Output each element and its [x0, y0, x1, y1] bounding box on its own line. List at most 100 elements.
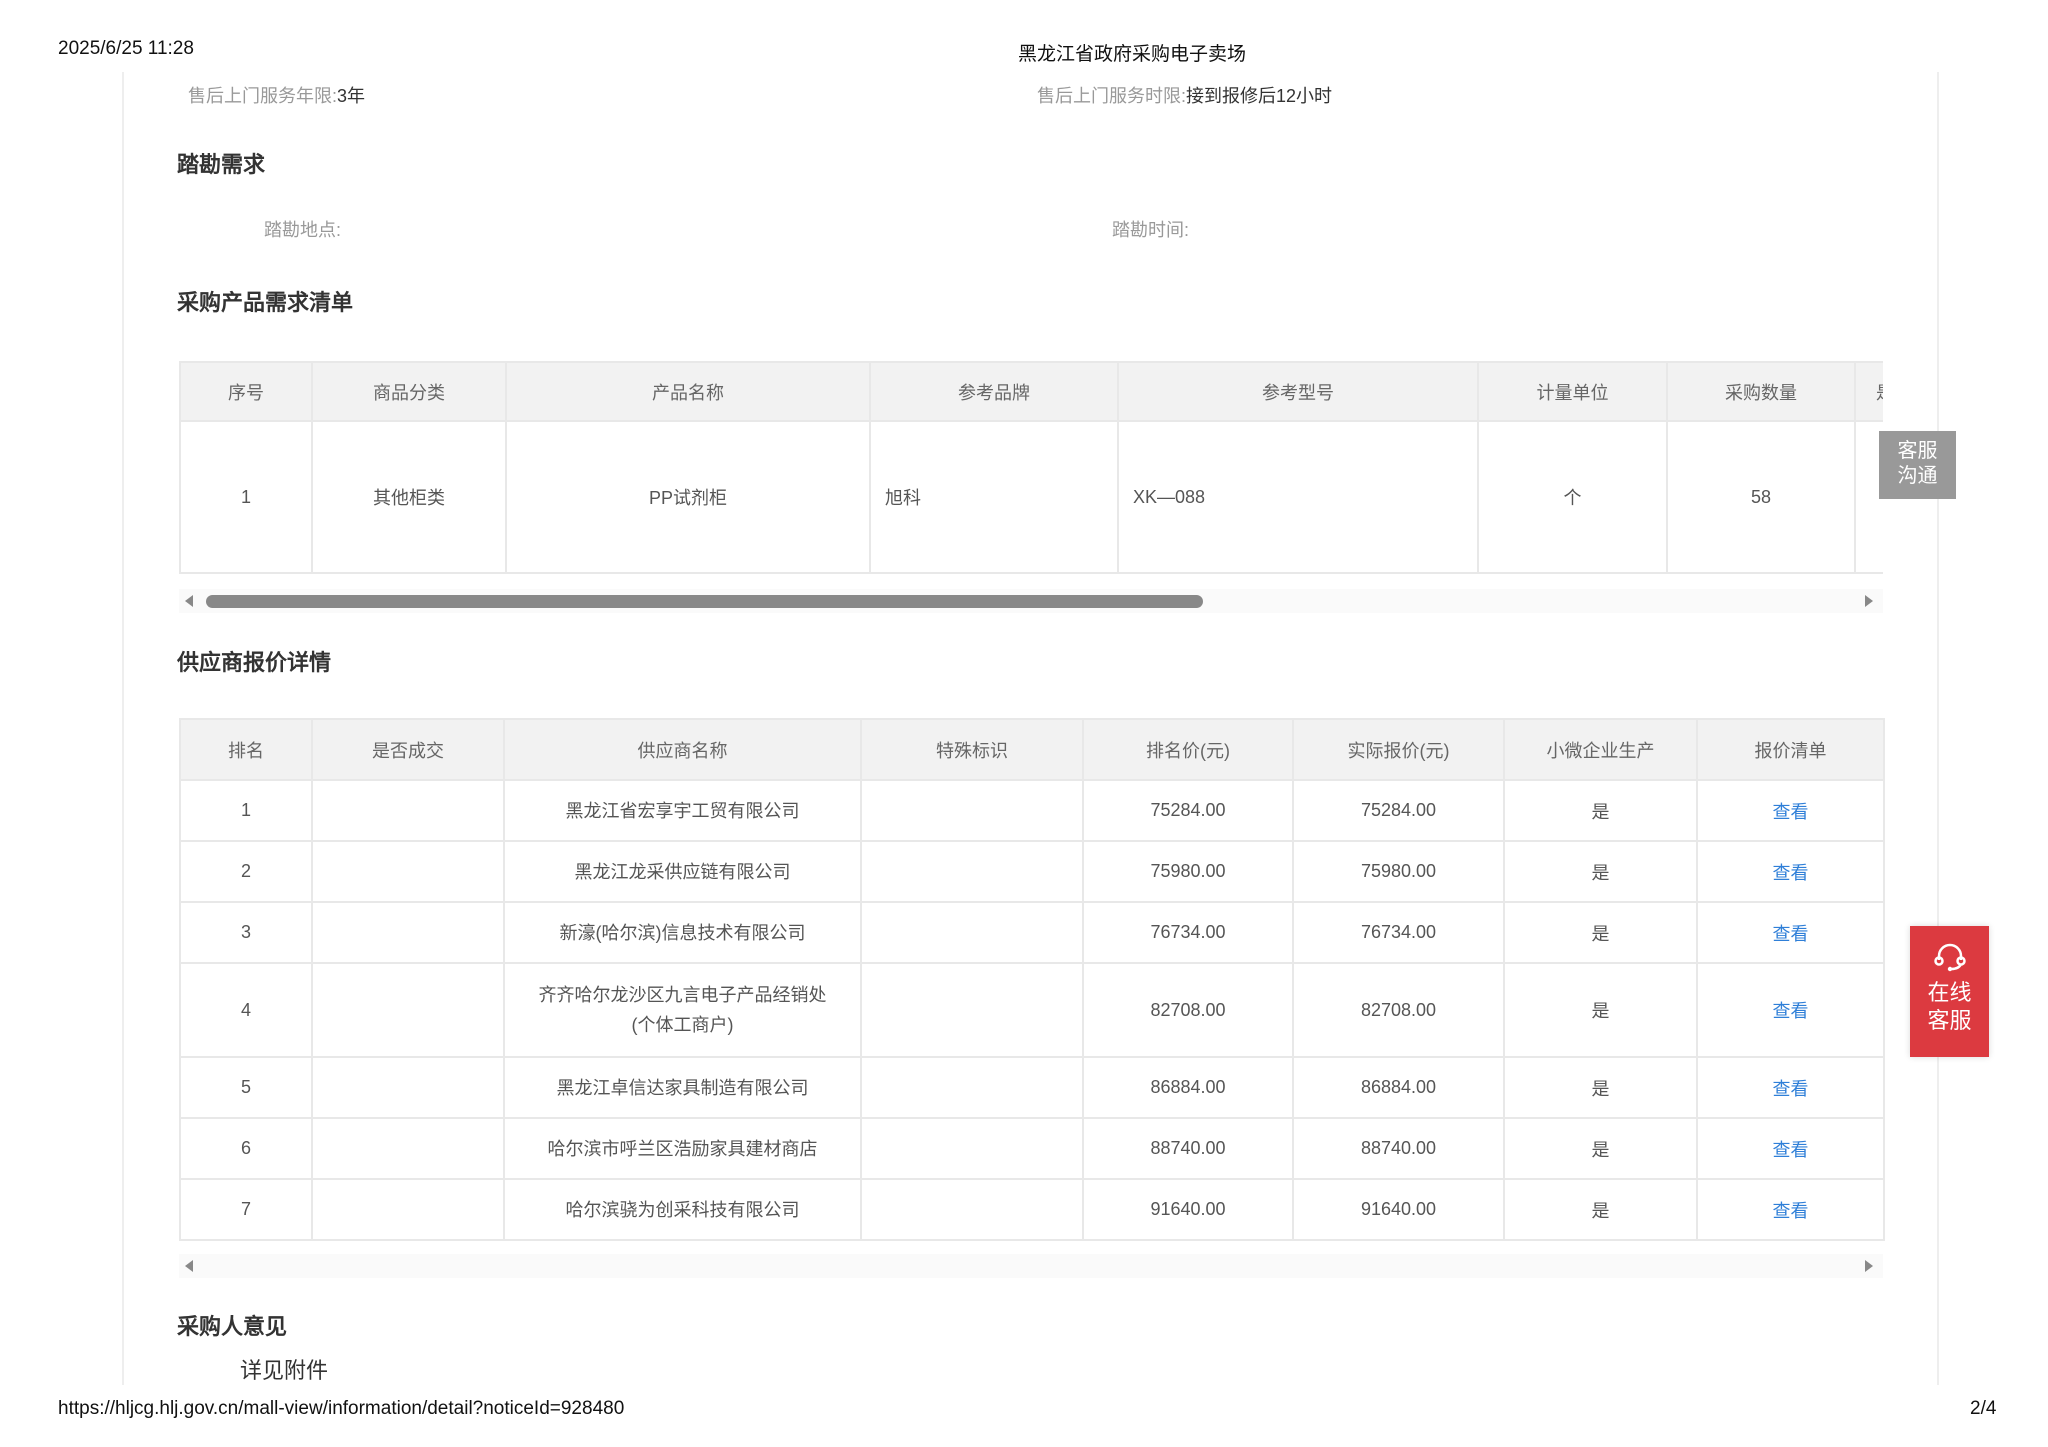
col-header: 参考型号 — [1117, 361, 1479, 422]
products-table-scroll[interactable]: 序号 商品分类 产品名称 参考品牌 参考型号 计量单位 采购数量 是 1 其他柜… — [179, 361, 1883, 574]
col-header: 是 — [1854, 361, 1883, 422]
cell: 哈尔滨市呼兰区浩励家具建材商店 — [503, 1117, 862, 1180]
table-row: 3 新濠(哈尔滨)信息技术有限公司 76734.00 76734.00 是查看 — [179, 901, 1885, 964]
survey-time-label: 踏勘时间: — [1112, 220, 1190, 240]
cell: 86884.00 — [1082, 1056, 1294, 1119]
cell — [860, 1178, 1084, 1241]
view-quote-link[interactable]: 查看 — [1696, 779, 1885, 842]
table-row: 1 黑龙江省宏享宇工贸有限公司 75284.00 75284.00 是查看 — [179, 779, 1885, 842]
page-number: 2/4 — [1970, 1398, 1997, 1419]
scroll-right-icon[interactable] — [1865, 595, 1873, 607]
cell — [860, 779, 1084, 842]
cell: 76734.00 — [1292, 901, 1505, 964]
col-header: 是否成交 — [311, 718, 505, 781]
quotes-scrollbar[interactable] — [179, 1254, 1883, 1278]
col-header: 排名 — [179, 718, 313, 781]
online-line2: 客服 — [1927, 1008, 1972, 1033]
cell: 是 — [1503, 962, 1698, 1058]
cell: 1 — [179, 779, 313, 842]
cell — [860, 1117, 1084, 1180]
cell: 4 — [179, 962, 313, 1058]
quotes-heading: 供应商报价详情 — [177, 650, 332, 675]
quotes-header-row: 排名 是否成交 供应商名称 特殊标识 排名价(元) 实际报价(元) 小微企业生产… — [179, 718, 1885, 781]
cell — [311, 962, 505, 1058]
cell: 个 — [1477, 420, 1668, 574]
table-row: 2 黑龙江龙采供应链有限公司 75980.00 75980.00 是查看 — [179, 840, 1885, 903]
headset-icon — [1933, 943, 1966, 972]
col-header: 产品名称 — [505, 361, 871, 422]
cell: 其他柜类 — [311, 420, 507, 574]
col-header: 参考品牌 — [869, 361, 1119, 422]
cell: 2 — [179, 840, 313, 903]
cell: 82708.00 — [1082, 962, 1294, 1058]
cell: 88740.00 — [1292, 1117, 1505, 1180]
cell — [311, 901, 505, 964]
cell — [860, 901, 1084, 964]
view-quote-link[interactable]: 查看 — [1696, 1056, 1885, 1119]
cell: 哈尔滨骁为创采科技有限公司 — [503, 1178, 862, 1241]
cell: 6 — [179, 1117, 313, 1180]
scrollbar-thumb[interactable] — [206, 595, 1203, 608]
scroll-left-icon[interactable] — [185, 595, 193, 607]
view-quote-link[interactable]: 查看 — [1696, 1178, 1885, 1241]
scroll-right-icon[interactable] — [1865, 1260, 1873, 1272]
opinion-text: 详见附件 — [240, 1358, 329, 1383]
table-row: 7 哈尔滨骁为创采科技有限公司 91640.00 91640.00 是查看 — [179, 1178, 1885, 1241]
survey-heading: 踏勘需求 — [177, 152, 266, 177]
col-header: 序号 — [179, 361, 313, 422]
cell — [311, 1056, 505, 1119]
cell: 齐齐哈尔龙沙区九言电子产品经销处(个体工商户) — [503, 962, 862, 1058]
cell: 75980.00 — [1082, 840, 1294, 903]
cell: 86884.00 — [1292, 1056, 1505, 1119]
cell: 91640.00 — [1292, 1178, 1505, 1241]
col-header: 商品分类 — [311, 361, 507, 422]
content-frame — [122, 72, 1939, 1385]
cell: 75284.00 — [1292, 779, 1505, 842]
products-table: 序号 商品分类 产品名称 参考品牌 参考型号 计量单位 采购数量 是 1 其他柜… — [179, 361, 1883, 574]
products-scrollbar[interactable] — [179, 589, 1883, 613]
col-header: 采购数量 — [1666, 361, 1856, 422]
print-datetime: 2025/6/25 11:28 — [58, 38, 194, 59]
service-years-label: 售后上门服务年限: — [188, 86, 338, 106]
view-quote-link[interactable]: 查看 — [1696, 901, 1885, 964]
view-quote-link[interactable]: 查看 — [1696, 840, 1885, 903]
opinion-heading: 采购人意见 — [177, 1314, 288, 1339]
cell: 75980.00 — [1292, 840, 1505, 903]
cell — [860, 1056, 1084, 1119]
quotes-table: 排名 是否成交 供应商名称 特殊标识 排名价(元) 实际报价(元) 小微企业生产… — [179, 718, 1885, 1241]
cell: 82708.00 — [1292, 962, 1505, 1058]
col-header: 报价清单 — [1696, 718, 1885, 781]
cell: 黑龙江省宏享宇工贸有限公司 — [503, 779, 862, 842]
cell: 5 — [179, 1056, 313, 1119]
cell: 黑龙江卓信达家具制造有限公司 — [503, 1056, 862, 1119]
cell: 是 — [1503, 779, 1698, 842]
online-service-button[interactable]: 在线 客服 — [1910, 926, 1989, 1057]
service-time-label: 售后上门服务时限: — [1037, 86, 1187, 106]
cell — [311, 1117, 505, 1180]
page-url: https://hljcg.hlj.gov.cn/mall-view/infor… — [58, 1398, 625, 1419]
online-line1: 在线 — [1927, 980, 1972, 1005]
view-quote-link[interactable]: 查看 — [1696, 1117, 1885, 1180]
cell: 新濠(哈尔滨)信息技术有限公司 — [503, 901, 862, 964]
scroll-left-icon[interactable] — [185, 1260, 193, 1272]
view-quote-link[interactable]: 查看 — [1696, 962, 1885, 1058]
table-row: 5 黑龙江卓信达家具制造有限公司 86884.00 86884.00 是查看 — [179, 1056, 1885, 1119]
quotes-table-scroll: 排名 是否成交 供应商名称 特殊标识 排名价(元) 实际报价(元) 小微企业生产… — [179, 718, 1885, 1241]
cell: 75284.00 — [1082, 779, 1294, 842]
kefu-line2: 沟通 — [1897, 465, 1938, 487]
customer-service-chat-button[interactable]: 客服 沟通 — [1879, 431, 1956, 499]
cell: PP试剂柜 — [505, 420, 871, 574]
cell: 旭科 — [869, 420, 1119, 574]
cell: 是 — [1503, 1056, 1698, 1119]
col-header: 特殊标识 — [860, 718, 1084, 781]
page-title: 黑龙江省政府采购电子卖场 — [1018, 44, 1247, 65]
cell: 是 — [1503, 840, 1698, 903]
cell: 91640.00 — [1082, 1178, 1294, 1241]
col-header: 计量单位 — [1477, 361, 1668, 422]
service-years-value: 3年 — [337, 86, 366, 106]
kefu-line1: 客服 — [1897, 440, 1938, 462]
products-header-row: 序号 商品分类 产品名称 参考品牌 参考型号 计量单位 采购数量 是 — [179, 361, 1883, 422]
cell: 58 — [1666, 420, 1856, 574]
cell: 是 — [1503, 1117, 1698, 1180]
cell — [860, 962, 1084, 1058]
